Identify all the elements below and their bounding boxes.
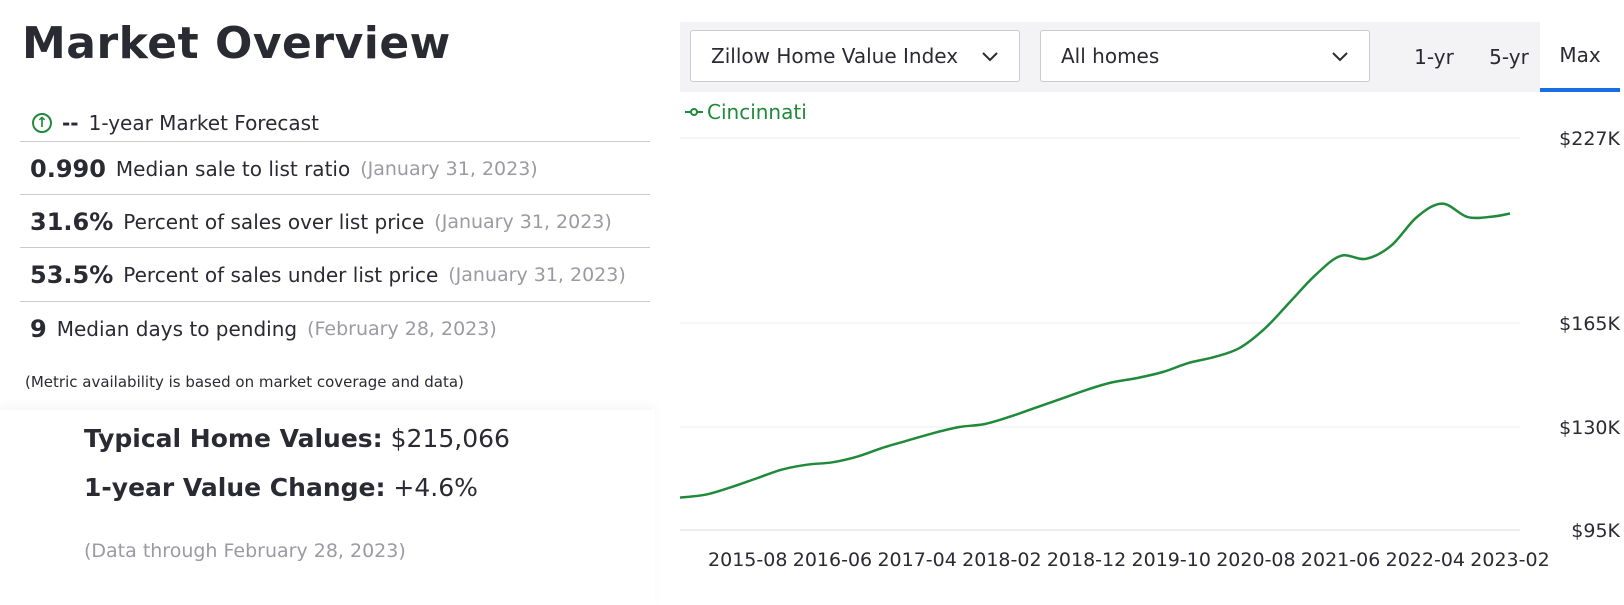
forecast-value: -- [62,111,79,135]
metric-value: 0.990 [30,154,106,183]
y-tick-label: $130K [1559,417,1620,439]
metric-label: Percent of sales under list price [123,262,439,287]
metric-label: Median days to pending [56,316,298,341]
value-change-label: 1-year Value Change: [84,473,386,502]
x-tick-label: 2019-10 [1132,549,1211,571]
metric-row-under-list: 53.5% Percent of sales under list price … [20,247,650,301]
metric-label: Median sale to list ratio [115,156,351,181]
range-tab-1yr[interactable]: 1-yr [1414,45,1454,69]
x-tick-label: 2022-04 [1386,549,1465,571]
arrow-up-circle-icon: ↑ [32,113,52,133]
home-type-dropdown[interactable]: All homes [1040,30,1370,82]
metric-date: (January 31, 2023) [448,263,626,286]
metric-row-days-to-pending: 9 Median days to pending (February 28, 2… [20,301,650,355]
typical-home-values-value: $215,066 [390,424,510,453]
metric-date: (February 28, 2023) [307,317,497,340]
metric-value: 31.6% [30,207,114,236]
series-line-cincinnati [680,202,1511,499]
typical-home-values: Typical Home Values: $215,066 [84,424,510,453]
y-tick-label: $227K [1559,128,1620,150]
forecast-row: ↑ -- 1-year Market Forecast [22,101,652,145]
x-tick-label: 2015-08 [708,549,787,571]
chevron-down-icon [982,52,998,62]
chevron-down-icon [1332,52,1348,62]
x-tick-label: 2018-12 [1047,549,1126,571]
x-tick-label: 2016-06 [793,549,872,571]
x-tick-label: 2023-02 [1470,549,1549,571]
data-through-note: (Data through February 28, 2023) [84,540,406,562]
forecast-label: 1-year Market Forecast [88,111,319,135]
metric-date: (January 31, 2023) [360,157,538,180]
typical-home-values-label: Typical Home Values: [84,424,383,453]
x-tick-label: 2018-02 [962,549,1041,571]
legend-series-name: Cincinnati [707,100,807,124]
x-tick-label: 2021-06 [1301,549,1380,571]
metric-label: Percent of sales over list price [123,209,425,234]
y-axis: $95K $130K $165K $227K [1559,128,1620,542]
chart-legend: Cincinnati [685,100,807,124]
metric-row-over-list: 31.6% Percent of sales over list price (… [20,194,650,248]
metric-row-sale-to-list: 0.990 Median sale to list ratio (January… [20,141,650,195]
x-axis: 2015-08 2016-06 2017-04 2018-02 2018-12 2019-… [708,549,1550,571]
y-tick-label: $95K [1571,520,1620,542]
metric-disclaimer: (Metric availability is based on market … [25,373,464,391]
index-dropdown-value: Zillow Home Value Index [711,44,959,68]
range-tab-5yr[interactable]: 5-yr [1489,45,1529,69]
home-type-dropdown-value: All homes [1061,44,1160,68]
chart-gridlines [680,137,1520,531]
x-tick-label: 2017-04 [877,549,956,571]
value-change-value: +4.6% [393,473,478,502]
metric-date: (January 31, 2023) [434,210,612,233]
metric-value: 53.5% [30,260,114,289]
range-tab-max[interactable]: Max [1540,22,1620,92]
metric-value: 9 [30,314,47,343]
index-dropdown[interactable]: Zillow Home Value Index [690,30,1020,82]
value-change: 1-year Value Change: +4.6% [84,473,478,502]
y-tick-label: $165K [1559,313,1620,335]
x-tick-label: 2020-08 [1216,549,1295,571]
page-title: Market Overview [22,18,451,69]
legend-marker-icon [685,108,703,116]
chart-controls: Zillow Home Value Index All homes 1-yr 5… [680,22,1620,92]
home-value-chart: $95K $130K $165K $227K 2015-08 2016-06 2017-0… [680,128,1621,571]
home-value-summary: Typical Home Values: $215,066 1-year Val… [0,410,655,605]
